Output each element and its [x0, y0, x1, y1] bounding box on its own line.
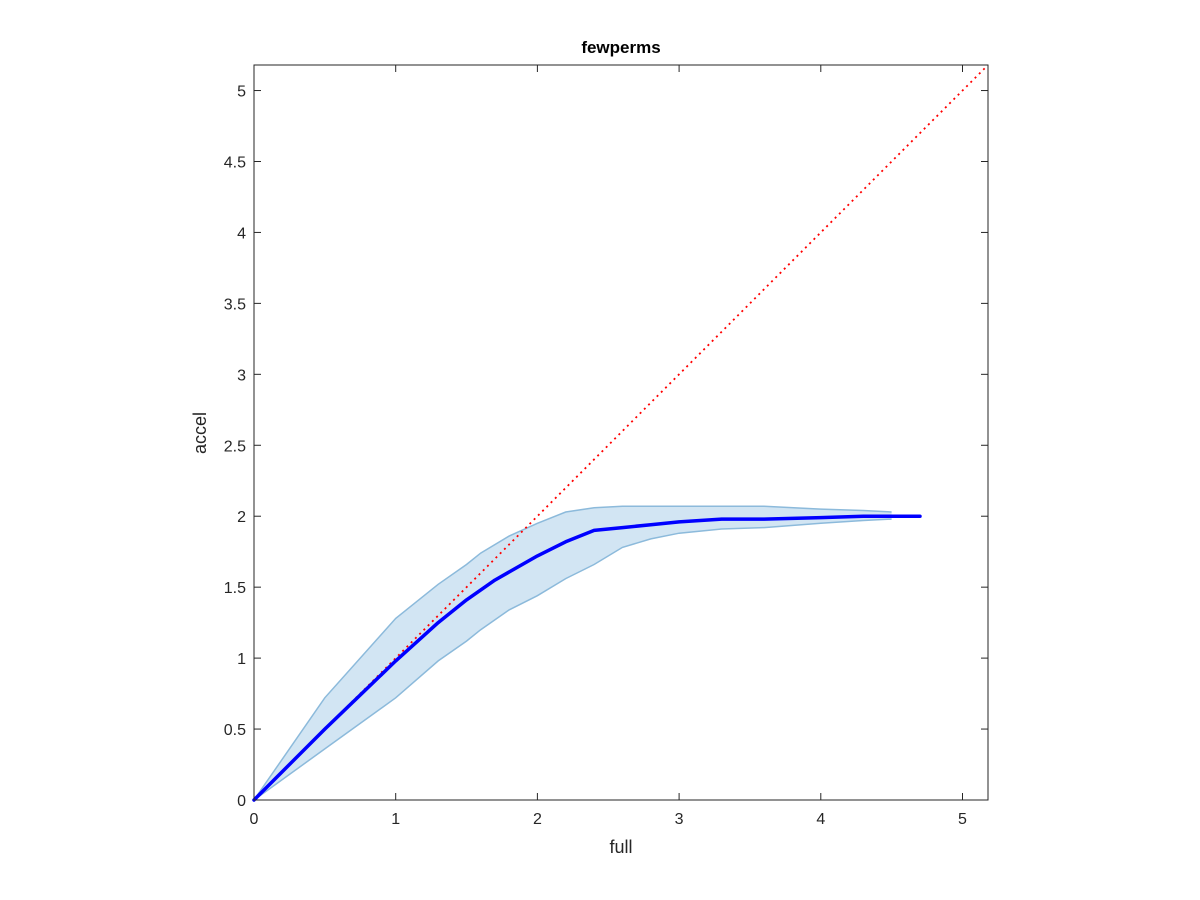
y-tick-label: 4	[237, 225, 246, 242]
x-tick-label: 1	[391, 811, 400, 828]
y-tick-label: 5	[237, 84, 246, 101]
y-tick-label: 3.5	[224, 296, 246, 313]
band-lower-edge	[253, 518, 892, 801]
mean-line	[252, 514, 922, 802]
x-tick-label: 4	[816, 811, 825, 828]
y-tick-label: 4.5	[224, 154, 246, 171]
chart-title: fewperms	[581, 38, 660, 57]
y-tick-label: 0	[237, 793, 246, 810]
plot-area	[252, 64, 989, 802]
x-axis-label: full	[609, 837, 632, 857]
x-tick-label: 5	[958, 811, 967, 828]
y-tick-label: 0.5	[224, 722, 246, 739]
axes: 0 1 2 3 4 5 0 0.5 1 1.5 2 2.5 3 3.5 4 4.5 5	[224, 64, 989, 828]
identity-line	[253, 64, 989, 801]
axes-box	[253, 64, 989, 801]
y-axis-label: accel	[190, 412, 210, 454]
y-tick-label: 3	[237, 367, 246, 384]
y-tick-label: 1.5	[224, 580, 246, 597]
x-tick-label: 2	[533, 811, 542, 828]
x-tick-label: 3	[675, 811, 684, 828]
band-upper-edge	[253, 505, 892, 801]
y-tick-label: 1	[237, 651, 246, 668]
confidence-band	[254, 506, 892, 800]
y-tick-label: 2	[237, 509, 246, 526]
y-tick-label: 2.5	[224, 438, 246, 455]
x-tick-label: 0	[250, 811, 259, 828]
